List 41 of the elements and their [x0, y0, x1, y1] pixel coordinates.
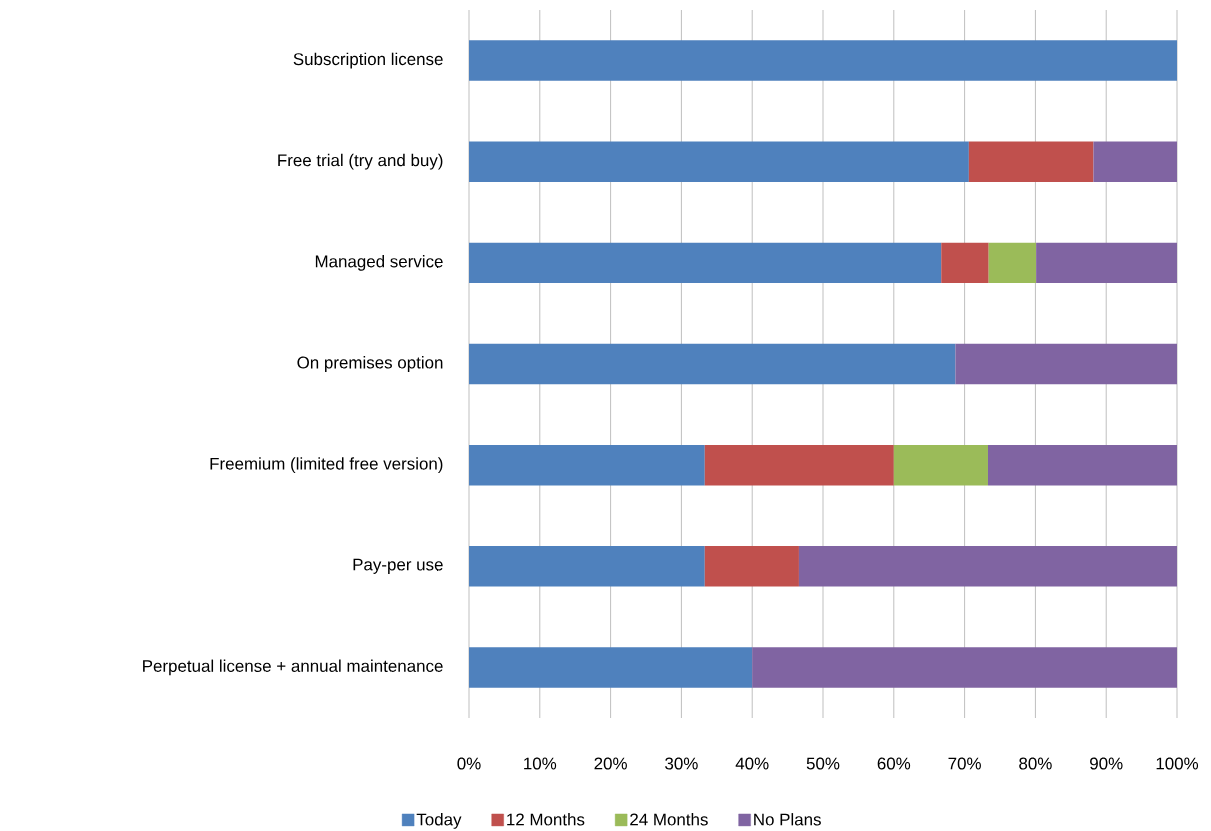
x-tick-label: 0%: [457, 757, 481, 770]
legend-label: 24 Months: [630, 813, 708, 826]
y-tick-label: Subscription license: [293, 52, 443, 69]
legend-label: No Plans: [754, 813, 821, 826]
bar: [469, 546, 705, 587]
bar: [752, 647, 1178, 688]
bar: [469, 343, 956, 385]
y-tick-label: Perpetual license + annual maintenance: [143, 659, 443, 676]
bar: [1036, 242, 1178, 284]
bar: [704, 444, 894, 486]
bar: [1093, 141, 1178, 182]
x-tick-label: 70%: [948, 757, 981, 770]
bar: [469, 647, 753, 688]
y-tick-label: Freemium (limited free version): [210, 457, 443, 474]
y-tick-label: Pay-per use: [353, 558, 443, 574]
bar: [469, 141, 969, 182]
bar: [469, 444, 705, 486]
y-tick-label: Free trial (try and buy): [278, 153, 443, 170]
x-tick-label: 50%: [806, 757, 840, 770]
x-tick-label: 80%: [1019, 757, 1052, 770]
bar: [469, 242, 942, 284]
bar: [704, 546, 799, 587]
legend-label: Today: [416, 813, 462, 829]
bar: [988, 242, 1037, 284]
bar: [987, 444, 1178, 486]
x-tick-label: 100%: [1156, 757, 1199, 770]
bar: [968, 141, 1094, 182]
bar: [941, 242, 989, 284]
x-tick-label: 90%: [1090, 757, 1123, 770]
bar: [955, 343, 1178, 385]
y-tick-label: On premises option: [297, 356, 443, 372]
bar: [893, 444, 988, 486]
bar: [798, 546, 1178, 587]
x-tick-label: 10%: [524, 757, 557, 770]
y-tick-label: Managed service: [315, 254, 443, 271]
x-tick-label: 60%: [877, 757, 911, 770]
x-tick-label: 20%: [594, 757, 627, 770]
x-tick-label: 30%: [665, 757, 698, 770]
legend-label: 12 Months: [507, 813, 585, 826]
x-tick-label: 40%: [735, 757, 769, 770]
bar: [469, 40, 1178, 81]
